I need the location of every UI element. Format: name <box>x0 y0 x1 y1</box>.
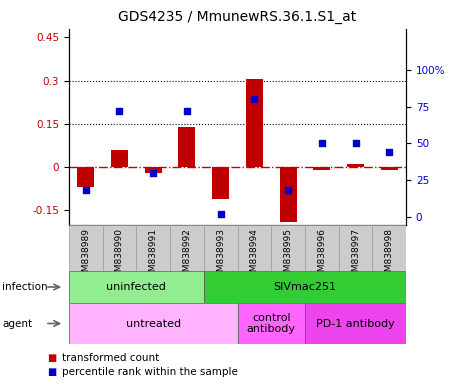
Text: GSM838994: GSM838994 <box>250 228 259 283</box>
Bar <box>314 167 330 170</box>
Text: GSM838996: GSM838996 <box>317 228 326 283</box>
Text: ■: ■ <box>48 353 57 363</box>
Bar <box>372 225 406 271</box>
Bar <box>111 150 128 167</box>
Text: control
antibody: control antibody <box>247 313 296 334</box>
Bar <box>381 167 398 170</box>
Bar <box>170 225 204 271</box>
Bar <box>238 225 271 271</box>
Text: untreated: untreated <box>125 318 181 329</box>
Bar <box>69 303 238 344</box>
Point <box>116 108 124 114</box>
Text: infection: infection <box>2 282 48 292</box>
Text: GSM838990: GSM838990 <box>115 228 124 283</box>
Bar <box>204 225 238 271</box>
Text: percentile rank within the sample: percentile rank within the sample <box>62 367 238 377</box>
Bar <box>238 303 305 344</box>
Bar <box>204 271 406 303</box>
Text: GSM838989: GSM838989 <box>81 228 90 283</box>
Point <box>352 140 360 146</box>
Text: GSM838998: GSM838998 <box>385 228 394 283</box>
Bar <box>305 303 406 344</box>
Bar <box>347 164 364 167</box>
Bar <box>77 167 94 187</box>
Point <box>318 140 326 146</box>
Text: transformed count: transformed count <box>62 353 159 363</box>
Point <box>251 96 258 103</box>
Bar <box>145 167 162 173</box>
Bar <box>103 225 136 271</box>
Text: GSM838993: GSM838993 <box>216 228 225 283</box>
Bar <box>280 167 296 222</box>
Bar <box>69 225 103 271</box>
Text: uninfected: uninfected <box>106 282 166 292</box>
Text: SIVmac251: SIVmac251 <box>274 282 336 292</box>
Text: PD-1 antibody: PD-1 antibody <box>316 318 395 329</box>
Text: GDS4235 / MmunewRS.36.1.S1_at: GDS4235 / MmunewRS.36.1.S1_at <box>118 10 357 23</box>
Text: GSM838991: GSM838991 <box>149 228 158 283</box>
Text: ■: ■ <box>48 367 57 377</box>
Bar <box>339 225 372 271</box>
Point <box>149 170 157 176</box>
Bar <box>305 225 339 271</box>
Bar <box>212 167 229 199</box>
Bar <box>69 271 204 303</box>
Text: GSM838995: GSM838995 <box>284 228 293 283</box>
Bar <box>271 225 305 271</box>
Text: agent: agent <box>2 318 32 329</box>
Point <box>217 211 224 217</box>
Point <box>82 187 89 194</box>
Bar <box>179 127 195 167</box>
Bar <box>246 79 263 167</box>
Point <box>386 149 393 155</box>
Point <box>284 187 292 194</box>
Point <box>183 108 191 114</box>
Text: GSM838997: GSM838997 <box>351 228 360 283</box>
Text: GSM838992: GSM838992 <box>182 228 191 283</box>
Bar <box>136 225 170 271</box>
